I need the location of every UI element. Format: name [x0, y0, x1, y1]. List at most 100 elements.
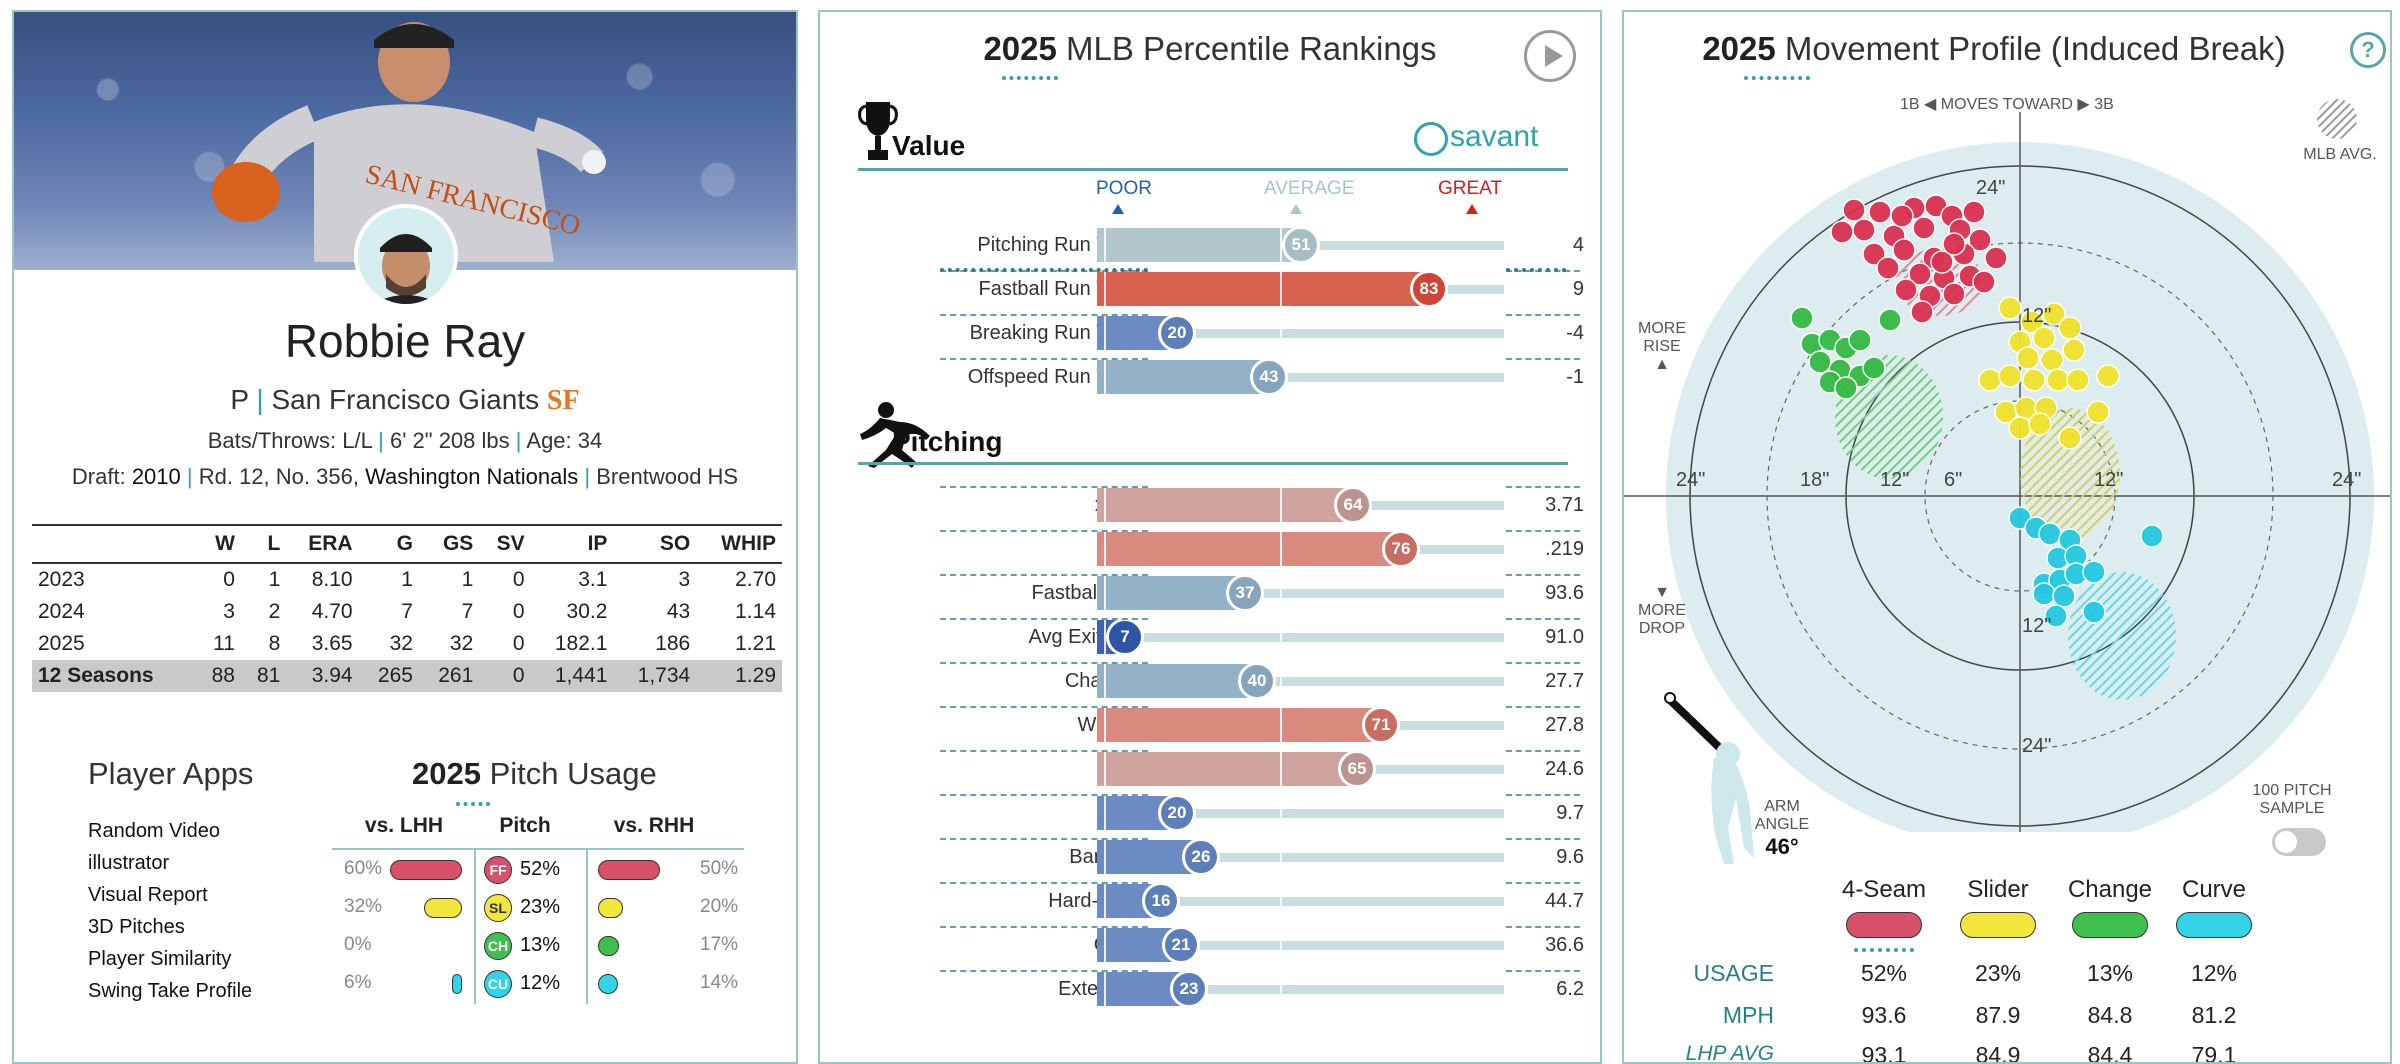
percentile-circle: 26: [1182, 838, 1220, 876]
pitch-sample-label: 100 PITCH SAMPLE: [2252, 782, 2332, 817]
bar-tick: [1280, 708, 1282, 742]
player-apps-title: Player Apps: [88, 756, 254, 791]
savant-brand[interactable]: savant: [1450, 120, 1539, 153]
percentile-bar: [1097, 532, 1401, 566]
play-button[interactable]: [1524, 30, 1576, 82]
slider-pitch-dot: [2032, 326, 2056, 350]
movement-title-text: Movement Profile (Induced Break): [1784, 30, 2286, 67]
team-link[interactable]: San Francisco Giants: [271, 384, 540, 415]
percentile-bar: [1097, 488, 1353, 522]
stats-header-cell: [32, 524, 196, 564]
pitch-mph: 81.2: [2191, 1002, 2237, 1028]
stats-header-cell: SV: [479, 524, 531, 564]
separator: |: [515, 428, 522, 453]
percentile-bar: [1097, 708, 1381, 742]
rhh-pct: 17%: [700, 934, 739, 955]
stats-cell: 1,734: [613, 660, 697, 692]
row-separator: [940, 838, 1148, 840]
slider-pitch-dot: [2022, 368, 2046, 392]
first-base-label: 1B: [1900, 96, 1920, 113]
percentile-circle: 37: [1226, 574, 1264, 612]
metric-value: 9.6: [1556, 846, 1584, 868]
poor-arrow-icon: [1112, 204, 1124, 214]
draft-label: Draft:: [71, 464, 126, 489]
rhh-pct: 50%: [700, 858, 739, 879]
pitch-code-badge: FF: [484, 856, 512, 884]
row-separator: [1506, 486, 1580, 488]
player-bio-line: Bats/Throws: L/L | 6' 2" 208 lbs | Age: …: [14, 428, 796, 454]
stats-header-cell: WHIP: [696, 524, 782, 564]
slider-pitch-dot: [2086, 400, 2110, 424]
school: Brentwood HS: [596, 464, 739, 489]
player-name: Robbie Ray: [284, 315, 526, 367]
player-app-link[interactable]: 3D Pitches: [88, 916, 185, 938]
bar-tick: [1104, 752, 1106, 786]
player-app-link[interactable]: Random Video: [88, 820, 220, 842]
pitch-color-pill[interactable]: [1846, 912, 1922, 938]
row-separator: [940, 618, 1148, 620]
stats-cell: 1.29: [696, 660, 782, 692]
percentile-bar: [1097, 752, 1357, 786]
pitch-color-pill[interactable]: [2072, 912, 2148, 938]
player-position: P: [230, 384, 249, 415]
arm-angle-value: 46°: [1765, 834, 1799, 859]
fourseam-pitch-dot: [1942, 282, 1966, 306]
bar-tick: [1104, 228, 1106, 262]
moves-toward-label: MOVES TOWARD: [1940, 96, 2073, 113]
player-app-link[interactable]: Player Similarity: [88, 948, 232, 970]
bats-throws-label: Bats/Throws:: [207, 428, 337, 453]
value-section-title: Value: [892, 130, 966, 161]
curveball-pitch-dot: [2082, 560, 2106, 584]
ring-label: 18": [1800, 469, 1829, 491]
title-underline-dots: [1002, 76, 1058, 84]
stats-cell: 0: [512, 632, 525, 655]
slider-pitch-dot: [2008, 416, 2032, 440]
player-app-link[interactable]: Visual Report: [88, 884, 208, 906]
stats-cell: 1,441: [530, 660, 614, 692]
curveball-mlb-avg: [2068, 572, 2176, 700]
pitch-type-label: Slider: [1967, 876, 2029, 903]
fourseam-pitch-dot: [1862, 242, 1886, 266]
bar-tick: [1280, 972, 1282, 1006]
slider-pitch-dot: [2058, 426, 2082, 450]
ring-label: 12": [2022, 305, 2051, 327]
player-app-link[interactable]: illustrator: [88, 852, 170, 874]
lhh-usage-bar: [390, 860, 462, 880]
pitch-usage-pct: 23%: [520, 896, 561, 918]
row-separator: [1506, 882, 1580, 884]
bar-tick: [1280, 796, 1282, 830]
team-logo-icon: SF: [546, 385, 580, 416]
row-separator: [1506, 970, 1580, 972]
stats-cell: 0: [479, 660, 531, 692]
separator: |: [584, 464, 591, 489]
fourseam-pitch-dot: [1852, 218, 1876, 242]
fourseam-pitch-dot: [1868, 200, 1892, 224]
lhh-pct: 60%: [344, 858, 383, 879]
draft-round: Rd. 12, No. 356,: [198, 464, 359, 489]
pitcher-silhouette-icon: [860, 402, 930, 468]
pitch-color-pill[interactable]: [1960, 912, 2036, 938]
separator: |: [378, 428, 384, 453]
pitch-color-pill[interactable]: [2176, 912, 2252, 938]
row-separator: [940, 314, 1148, 316]
percentile-bar: [1097, 664, 1257, 698]
pitch-mph: 87.9: [1975, 1002, 2021, 1028]
stats-cell: 4.70: [311, 600, 353, 623]
help-button[interactable]: ?: [2350, 32, 2386, 68]
direction-label: 1B ◀ MOVES TOWARD ▶ 3B: [1900, 94, 2114, 114]
stats-cell: 32: [389, 632, 413, 655]
separator: |: [256, 384, 264, 415]
fourseam-pitch-dot: [1972, 270, 1996, 294]
title-underline-dots: [1744, 76, 1810, 84]
ring-label: 24": [2022, 735, 2051, 757]
metric-value: 27.8: [1545, 714, 1584, 736]
lhh-pct: 32%: [344, 896, 383, 917]
col-pitch: Pitch: [499, 814, 551, 837]
stats-row: 12 Seasons 88 81 3.94 265 261 0 1,441 1,734 1.29: [32, 660, 782, 692]
player-app-link[interactable]: Swing Take Profile: [88, 980, 253, 1002]
percentile-circle: 7: [1106, 618, 1144, 656]
value-section-rule: [858, 168, 1568, 171]
movement-title: 2025 Movement Profile (Induced Break): [1624, 30, 2364, 68]
lhp-avg-row-label: LHP AVG: [1685, 1042, 1774, 1064]
pitch-sample-toggle[interactable]: [2272, 828, 2326, 856]
